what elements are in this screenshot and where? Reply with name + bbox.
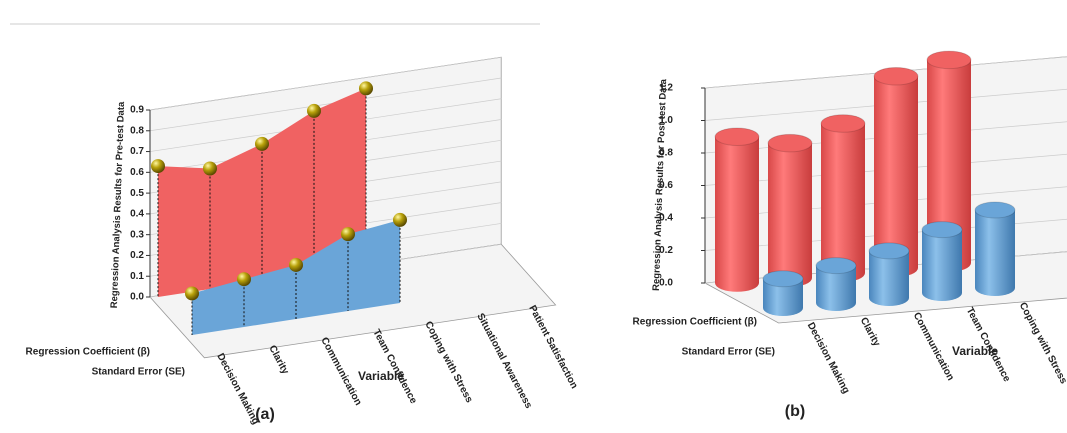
x-axis-title: Variable bbox=[952, 344, 998, 358]
point bbox=[185, 286, 199, 301]
point bbox=[289, 257, 303, 272]
cylinder bbox=[815, 257, 857, 311]
point bbox=[151, 159, 165, 174]
x-tick-label: Communication bbox=[911, 311, 956, 383]
point bbox=[341, 227, 355, 242]
cylinder-top bbox=[873, 66, 919, 86]
point bbox=[359, 81, 373, 96]
x-tick-label: Clarity bbox=[858, 316, 883, 349]
cylinder-top bbox=[921, 221, 963, 239]
series-label: Standard Error (SE) bbox=[92, 367, 185, 378]
cylinder bbox=[762, 270, 804, 316]
cylinder-top bbox=[762, 270, 804, 288]
point bbox=[307, 103, 321, 118]
cylinder-body bbox=[874, 76, 918, 268]
y-tick-label: 0.5 bbox=[130, 188, 144, 199]
x-tick-label: Situational Awareness bbox=[474, 312, 534, 411]
x-tick-label: Coping with Stress bbox=[1017, 301, 1067, 387]
cylinder-body bbox=[768, 143, 812, 278]
cylinder-top bbox=[974, 201, 1016, 219]
cylinder-body bbox=[922, 229, 962, 293]
point bbox=[255, 136, 269, 151]
point bbox=[393, 212, 407, 227]
x-tick-label: Decision Making bbox=[805, 321, 852, 396]
point bbox=[203, 161, 217, 176]
y-tick-label: 0.8 bbox=[130, 125, 144, 136]
y-tick-label: 0.8 bbox=[659, 148, 673, 159]
y-tick-label: 0.1 bbox=[130, 271, 144, 282]
y-tick-label: 0.6 bbox=[130, 167, 144, 178]
cylinder-top bbox=[767, 133, 813, 153]
cylinder bbox=[767, 133, 813, 287]
cylinder bbox=[921, 221, 963, 301]
x-tick-label: Clarity bbox=[266, 344, 291, 377]
cylinder-body bbox=[975, 210, 1015, 288]
x-tick-label: Patient Satisfaction bbox=[526, 304, 579, 391]
panel-label: (a) bbox=[255, 406, 275, 423]
series-label: Regression Coefficient (β) bbox=[633, 317, 757, 328]
cylinder bbox=[820, 114, 866, 282]
cylinder bbox=[868, 242, 910, 306]
x-tick-label: Team Confidence bbox=[370, 328, 419, 406]
y-tick-label: 0.4 bbox=[130, 209, 144, 220]
y-tick-label: 0.0 bbox=[659, 278, 673, 289]
grid-line bbox=[149, 77, 502, 132]
y-tick-label: 1.2 bbox=[659, 83, 673, 94]
panel-label: (b) bbox=[785, 403, 805, 420]
cylinder-body bbox=[715, 136, 759, 283]
cylinder bbox=[714, 127, 760, 292]
cylinder-top bbox=[820, 114, 866, 133]
y-axis-title: Regression Analysis Results for Pre-test… bbox=[109, 101, 127, 309]
cylinder bbox=[974, 201, 1016, 296]
x-tick-label: Decision Making bbox=[214, 352, 261, 427]
cylinder-top bbox=[868, 242, 910, 260]
series-label: Regression Coefficient (β) bbox=[26, 347, 150, 358]
y-tick-label: 0.2 bbox=[130, 250, 144, 261]
y-tick-label: 0.0 bbox=[130, 292, 144, 303]
cylinder-body bbox=[821, 123, 865, 273]
x-axis-title: Variable bbox=[358, 369, 404, 383]
y-tick-label: 0.3 bbox=[130, 229, 144, 240]
cylinder-top bbox=[714, 127, 760, 147]
cylinder-top bbox=[926, 50, 972, 70]
cylinder-top bbox=[815, 257, 857, 275]
y-tick-label: 0.6 bbox=[659, 180, 673, 191]
y-tick-label: 0.4 bbox=[659, 213, 673, 224]
point bbox=[237, 272, 251, 287]
series-label: Standard Error (SE) bbox=[682, 347, 775, 358]
y-tick-label: 0.7 bbox=[130, 146, 144, 157]
x-tick-label: Communication bbox=[318, 336, 363, 408]
y-tick-label: 0.2 bbox=[659, 245, 673, 256]
x-tick-label: Coping with Stress bbox=[422, 320, 474, 406]
grid-line bbox=[149, 56, 502, 111]
y-tick-label: 0.9 bbox=[130, 105, 144, 116]
y-tick-label: 1.0 bbox=[659, 115, 673, 126]
